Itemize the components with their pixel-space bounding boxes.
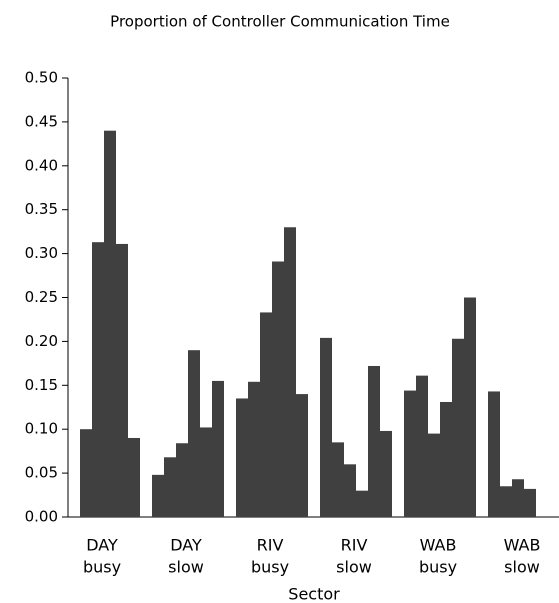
x-tick-label: WAB (420, 536, 457, 555)
bar (512, 479, 524, 517)
bar (440, 401, 452, 517)
bar (236, 398, 248, 517)
x-tick-label: DAY (170, 536, 202, 555)
bar (116, 243, 128, 517)
y-tick-label: 0.45 (25, 112, 58, 130)
bar (104, 130, 116, 517)
x-tick-label: slow (504, 558, 540, 577)
bar (284, 227, 296, 517)
x-tick-label: busy (83, 558, 121, 577)
bar (212, 380, 224, 517)
bar (428, 433, 440, 517)
bar (188, 350, 200, 517)
bar (176, 443, 188, 517)
bar (344, 464, 356, 517)
bar (260, 312, 272, 517)
bar (368, 365, 380, 517)
x-tick-label: RIV (341, 536, 368, 555)
bar (164, 457, 176, 517)
bar (404, 390, 416, 517)
bar (464, 297, 476, 517)
y-tick-label: 0.10 (25, 420, 58, 438)
bar (80, 429, 92, 517)
bar (500, 486, 512, 517)
bar (200, 427, 212, 517)
y-tick-label: 0.15 (25, 376, 58, 394)
y-tick-label: 0.35 (25, 200, 58, 218)
bar (248, 381, 260, 517)
x-tick-label: slow (168, 558, 204, 577)
x-tick-label: busy (419, 558, 457, 577)
bar (524, 488, 536, 517)
bar (356, 490, 368, 517)
y-tick-label: 0.25 (25, 288, 58, 306)
bar (320, 337, 332, 517)
x-axis-label: Sector (288, 585, 340, 603)
bar (488, 391, 500, 517)
y-tick-label: 0.05 (25, 464, 58, 482)
x-tick-label: WAB (504, 536, 541, 555)
y-tick-label: 0.40 (25, 156, 58, 174)
bar (380, 430, 392, 517)
bar (296, 394, 308, 517)
y-tick-label: 0.30 (25, 244, 58, 262)
y-tick-label: 0.50 (25, 69, 58, 87)
x-tick-label: RIV (257, 536, 284, 555)
chart-title: Proportion of Controller Communication T… (110, 13, 450, 31)
bar (152, 474, 164, 517)
x-tick-label: busy (251, 558, 289, 577)
bar (272, 261, 284, 517)
bar (332, 442, 344, 517)
bar (128, 437, 140, 517)
x-tick-label: DAY (86, 536, 118, 555)
bar (452, 338, 464, 517)
bar (416, 375, 428, 517)
bar (92, 242, 104, 517)
y-tick-label: 0.00 (25, 508, 58, 526)
y-tick-label: 0.20 (25, 332, 58, 350)
x-tick-label: slow (336, 558, 372, 577)
